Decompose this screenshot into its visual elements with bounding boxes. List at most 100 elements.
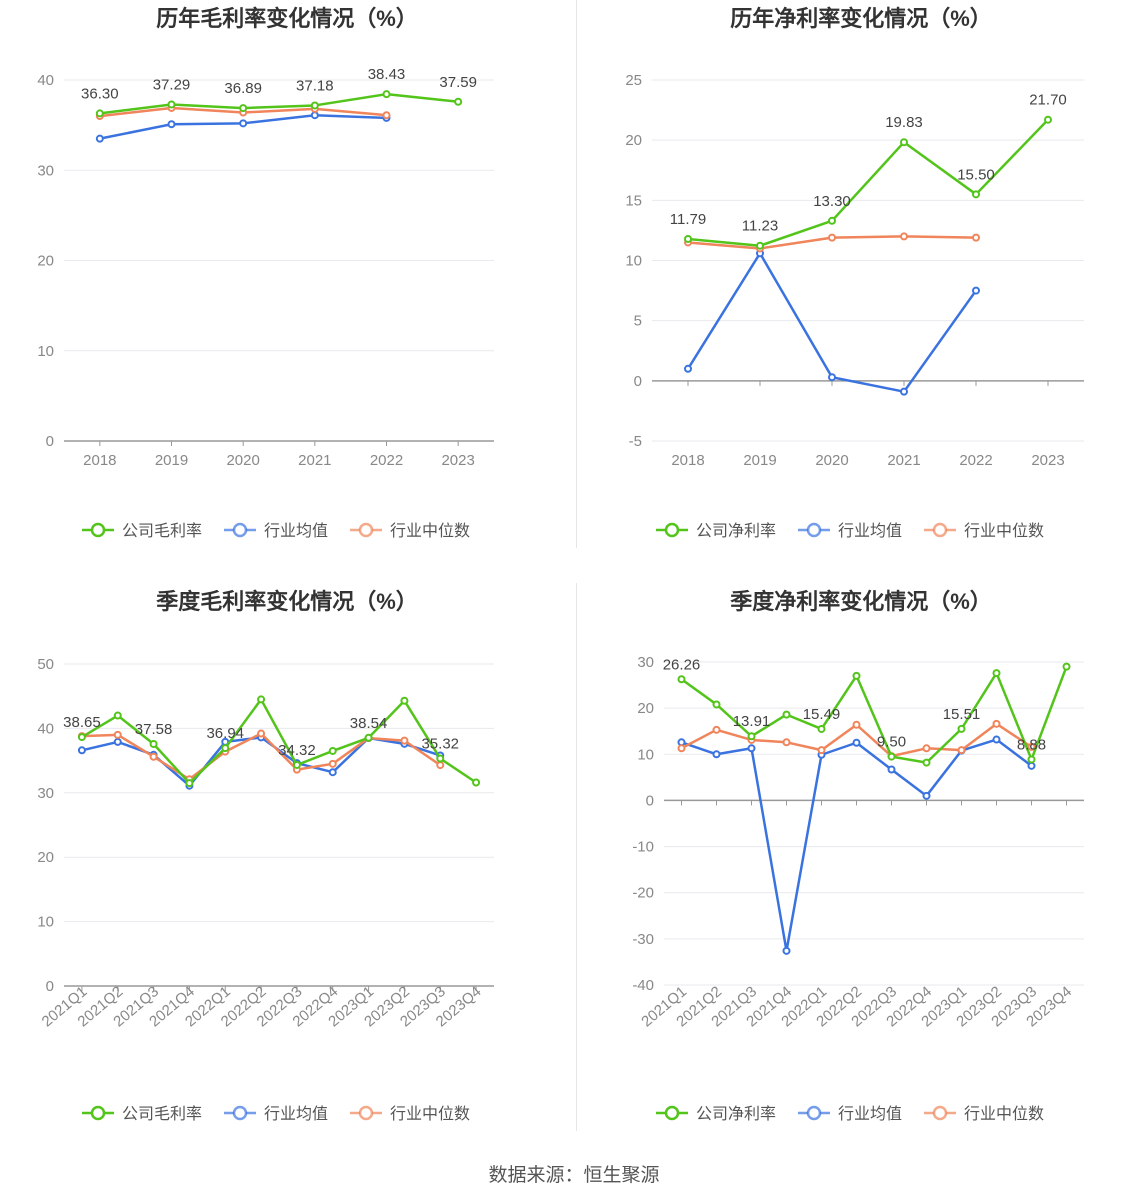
- data-point: [454, 97, 463, 106]
- data-point: [900, 232, 908, 241]
- y-tick-label: -10: [632, 839, 654, 856]
- y-tick-label: 40: [37, 720, 54, 737]
- legend-label: 行业中位数: [390, 1105, 470, 1123]
- data-label: 26.26: [663, 656, 701, 673]
- legend-label: 行业中位数: [964, 522, 1044, 540]
- data-point: [77, 746, 86, 755]
- data-label: 38.65: [63, 714, 101, 731]
- chart-panel-annual-net-margin: 历年净利率变化情况（%） -5 0 5 10 15 20 25 2018 2019 2020 2021…: [574, 0, 1148, 583]
- data-point: [747, 744, 756, 753]
- data-point: [922, 791, 931, 800]
- x-tick-label: 2023: [1031, 452, 1064, 469]
- legend-marker-icon: [232, 1105, 248, 1121]
- legend-item[interactable]: 公司毛利率: [82, 1105, 202, 1123]
- data-point: [77, 733, 86, 742]
- data-point: [257, 729, 266, 738]
- legend-item[interactable]: 行业均值: [224, 1105, 328, 1123]
- data-point: [684, 234, 692, 243]
- data-label: 38.54: [350, 715, 388, 732]
- data-point: [992, 735, 1001, 744]
- data-label: 11.79: [670, 211, 706, 228]
- y-tick-label: 30: [37, 162, 54, 179]
- chart-title: 季度净利率变化情况（%）: [730, 589, 992, 614]
- data-point: [782, 946, 791, 955]
- legend-item[interactable]: 公司毛利率: [82, 522, 202, 540]
- data-point: [167, 120, 176, 129]
- x-tick-label: 2018: [671, 452, 704, 469]
- data-point: [113, 730, 122, 739]
- data-point: [747, 732, 756, 741]
- data-point: [1044, 115, 1052, 124]
- y-tick-label: 10: [625, 253, 642, 270]
- data-label: 15.50: [957, 166, 995, 183]
- legend-label: 行业均值: [264, 1105, 328, 1123]
- data-point: [972, 190, 980, 199]
- chart-panel-quarterly-gross-margin: 季度毛利率变化情况（%） 0 10 20 30 40 50 2021Q1 2021Q2 2021Q…: [0, 583, 574, 1166]
- legend-marker-icon: [90, 1105, 106, 1121]
- data-label: 37.59: [439, 74, 477, 91]
- legend-item[interactable]: 公司净利率: [656, 522, 776, 540]
- legend-item[interactable]: 行业中位数: [924, 522, 1044, 540]
- data-label: 9.50: [877, 734, 906, 751]
- legend-label: 行业均值: [838, 522, 902, 540]
- data-point: [167, 100, 176, 109]
- legend-marker-icon: [358, 522, 374, 538]
- data-point: [828, 233, 836, 242]
- data-point: [149, 752, 158, 761]
- data-point: [887, 765, 896, 774]
- legend-marker-icon: [232, 522, 248, 538]
- data-point: [1027, 742, 1036, 751]
- data-point: [817, 746, 826, 755]
- line-chart-svg: 季度净利率变化情况（%）-40-30-20-1001020302021Q1202…: [632, 589, 1084, 1123]
- data-point: [400, 696, 409, 705]
- legend-label: 公司毛利率: [122, 1105, 202, 1123]
- legend-item[interactable]: 公司净利率: [656, 1105, 776, 1123]
- data-point: [712, 700, 721, 709]
- legend-item[interactable]: 行业中位数: [350, 522, 470, 540]
- y-tick-label: 0: [646, 792, 654, 809]
- y-tick-label: 0: [46, 433, 54, 450]
- data-point: [239, 119, 248, 128]
- data-point: [257, 695, 266, 704]
- legend-label: 行业均值: [838, 1105, 902, 1123]
- legend-item[interactable]: 行业中位数: [924, 1105, 1044, 1123]
- data-label: 13.91: [733, 713, 771, 730]
- legend-marker-icon: [90, 522, 106, 538]
- x-tick-label: 2021: [298, 452, 331, 469]
- x-tick-label: 2021: [887, 452, 920, 469]
- legend-item[interactable]: 行业均值: [798, 522, 902, 540]
- legend-marker-icon: [806, 522, 822, 538]
- legend-marker-icon: [932, 522, 948, 538]
- legend-item[interactable]: 行业均值: [224, 522, 328, 540]
- x-tick-label: 2019: [155, 452, 188, 469]
- data-point: [782, 710, 791, 719]
- y-tick-label: 10: [37, 914, 54, 931]
- chart-panel-quarterly-net-margin: 季度净利率变化情况（%） -40 -30 -20 -10 0 10 20 30 2021Q1 202…: [574, 583, 1148, 1166]
- legend-item[interactable]: 行业均值: [798, 1105, 902, 1123]
- data-label: 8.88: [1017, 736, 1046, 753]
- data-point: [292, 760, 301, 769]
- data-point: [957, 724, 966, 733]
- chart-title: 历年净利率变化情况（%）: [730, 6, 992, 31]
- chart-panel-annual-gross-margin: 历年毛利率变化情况（%） 0 10 20 30 40 2018 2019 2020 2021 202…: [0, 0, 574, 583]
- data-point: [1027, 761, 1036, 770]
- data-label: 15.49: [803, 706, 841, 723]
- data-point: [922, 758, 931, 767]
- series-line: [687, 118, 1049, 247]
- data-point: [310, 101, 319, 110]
- data-label: 13.30: [813, 193, 851, 210]
- series-line: [681, 738, 1033, 953]
- y-tick-label: 20: [637, 700, 654, 717]
- data-point: [887, 752, 896, 761]
- y-tick-label: 40: [37, 72, 54, 89]
- data-label: 19.83: [885, 114, 923, 131]
- x-tick-label: 2018: [83, 452, 116, 469]
- data-point: [472, 778, 481, 787]
- y-tick-label: 15: [625, 192, 642, 209]
- legend-item[interactable]: 行业中位数: [350, 1105, 470, 1123]
- line-chart-svg: 历年毛利率变化情况（%） 0 10 20 30 40 2018 2019 2020 2021 202…: [37, 6, 494, 540]
- data-point: [756, 241, 764, 250]
- x-tick-label: 2023: [441, 452, 474, 469]
- data-point: [828, 216, 836, 225]
- data-point: [328, 768, 337, 777]
